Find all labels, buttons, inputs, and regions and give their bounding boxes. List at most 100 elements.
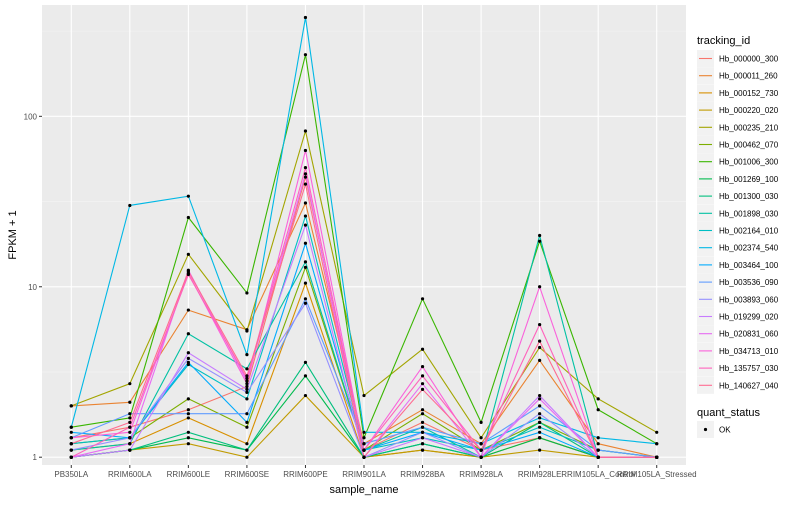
data-point (186, 194, 190, 198)
data-point (303, 214, 308, 218)
data-point (186, 269, 190, 274)
data-point (245, 420, 249, 425)
data-point (362, 430, 366, 434)
data-point (538, 425, 542, 429)
legend: tracking_id Hb_000000_300 Hb_000011_260 Hb… (697, 35, 779, 438)
x-tick-label: RRIM105LA_Control (561, 470, 635, 479)
legend-label: Hb_000235_210 (719, 123, 779, 132)
data-point (303, 129, 308, 133)
data-point (420, 436, 425, 440)
data-point (303, 175, 308, 179)
legend-item: Hb_000462_070 (697, 136, 779, 153)
data-point (655, 430, 659, 434)
data-point (245, 390, 249, 394)
data-point (479, 448, 483, 452)
legend-item: Hb_001898_030 (697, 204, 779, 222)
data-point (303, 393, 308, 398)
data-point (69, 448, 73, 452)
data-point (303, 360, 308, 364)
data-point (655, 455, 659, 459)
legend-label: Hb_001269_100 (719, 175, 779, 184)
legend-item: Hb_000000_300 (697, 50, 779, 67)
data-point (186, 252, 190, 256)
legend-title: tracking_id (697, 35, 750, 47)
data-point (362, 448, 366, 452)
x-tick-label: RRIM600LA (108, 470, 152, 479)
x-tick-label: RRIM600SE (225, 470, 269, 479)
legend-items: Hb_000000_300 Hb_000011_260 Hb_000152_730 H… (697, 50, 779, 394)
data-point (362, 455, 366, 459)
data-point (596, 455, 600, 459)
data-point (420, 387, 425, 391)
legend-item: Hb_000220_020 (697, 101, 779, 119)
data-point (245, 455, 249, 459)
data-point (538, 420, 542, 425)
data-point (186, 356, 190, 360)
shape-legend-point (703, 427, 708, 432)
data-point (303, 15, 308, 20)
data-point (245, 329, 249, 333)
data-point (186, 408, 190, 412)
data-point (128, 416, 132, 420)
data-point (538, 233, 542, 238)
legend-label: Hb_000011_260 (719, 72, 778, 81)
data-point (420, 382, 425, 386)
x-tick-label: RRIM901LA (342, 470, 386, 479)
legend-label: Hb_020831_060 (719, 330, 779, 339)
data-point (186, 360, 190, 364)
data-point (362, 436, 366, 440)
legend-item: Hb_019299_020 (697, 308, 779, 325)
data-point (420, 374, 425, 378)
data-point (69, 442, 73, 446)
data-point (596, 448, 600, 452)
x-tick-label: RRIM600LE (167, 470, 211, 479)
y-tick-label: 10 (28, 283, 37, 292)
data-point (596, 436, 600, 440)
legend-item: Hb_002164_010 (697, 222, 779, 239)
data-point (538, 412, 542, 416)
data-point (186, 332, 190, 336)
legend-item: Hb_003536_090 (697, 273, 779, 291)
data-point (303, 265, 308, 269)
legend-label: Hb_140627_040 (719, 381, 779, 390)
x-axis-title: sample_name (329, 484, 398, 496)
data-point (186, 416, 190, 420)
data-point (538, 416, 542, 420)
legend-label: Hb_034713_010 (719, 347, 779, 356)
data-point (245, 425, 249, 429)
data-point (186, 215, 190, 220)
data-point (538, 285, 542, 289)
legend-item: Hb_000235_210 (697, 118, 779, 136)
data-point (303, 260, 308, 264)
data-point (303, 201, 308, 205)
legend-item: Hb_034713_010 (697, 342, 779, 360)
data-point (128, 203, 132, 208)
data-point (538, 322, 542, 327)
data-point (479, 455, 483, 459)
data-point (186, 272, 190, 277)
legend-item: Hb_135757_030 (697, 359, 779, 377)
data-point (69, 404, 73, 408)
data-point (303, 172, 308, 176)
legend-item: Hb_001300_030 (697, 187, 779, 205)
x-tick-label: RRIM928BA (400, 470, 445, 479)
data-point (420, 365, 425, 369)
data-point (245, 448, 249, 452)
legend-item: Hb_001269_100 (697, 170, 779, 188)
data-point (245, 374, 249, 378)
legend-item: Hb_002374_540 (697, 239, 779, 257)
x-tick-label: RRIM928LE (518, 470, 562, 479)
data-point (128, 430, 132, 434)
data-point (538, 239, 542, 243)
legend-label: Hb_001898_030 (719, 209, 779, 218)
data-point (128, 442, 132, 446)
data-point (479, 420, 483, 425)
data-point (303, 241, 308, 245)
data-point (538, 358, 542, 362)
legend-item: Hb_003893_060 (697, 290, 779, 308)
legend-label: Hb_001006_300 (719, 158, 779, 167)
data-point (186, 430, 190, 434)
data-point (596, 408, 600, 412)
data-point (303, 297, 308, 301)
